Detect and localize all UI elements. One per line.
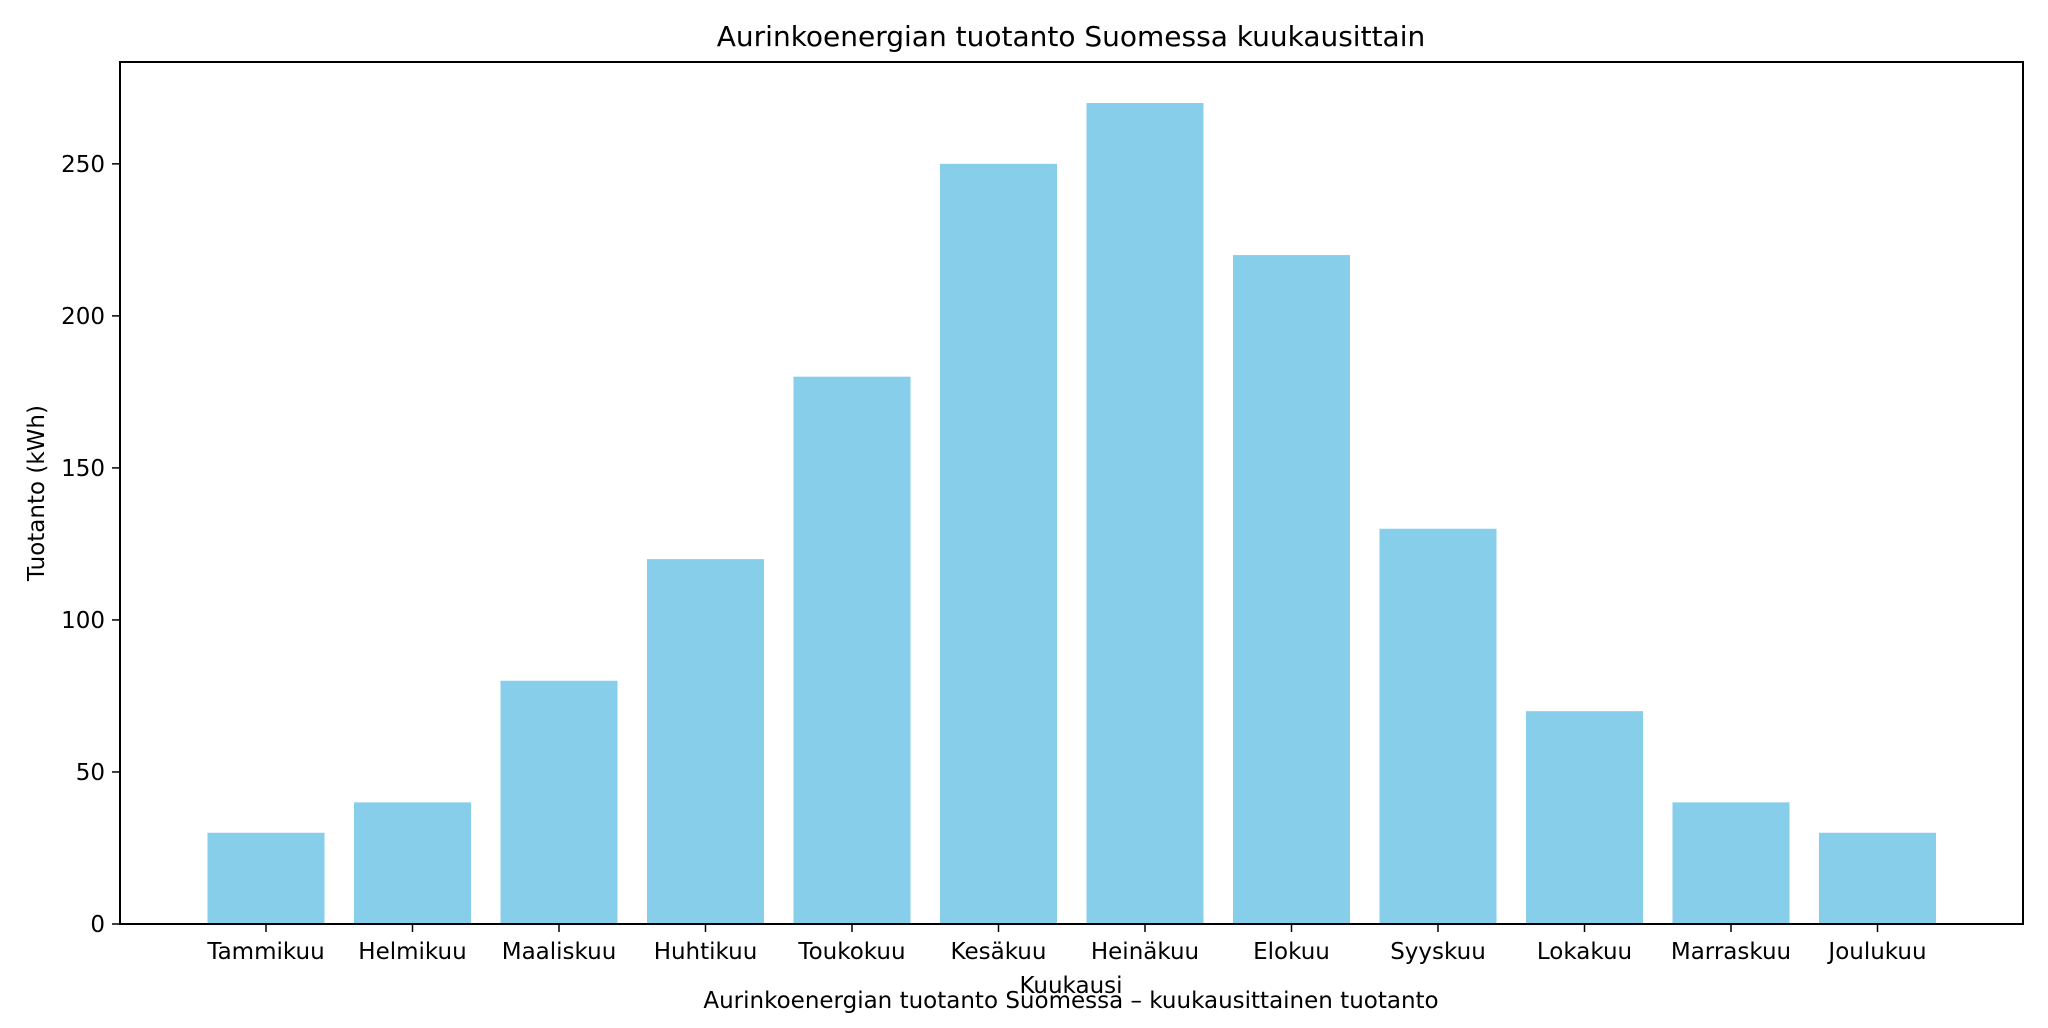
y-tick-label: 200: [61, 304, 105, 330]
x-tick-label: Toukokuu: [797, 939, 905, 965]
x-tick-label: Huhtikuu: [654, 939, 758, 965]
x-axis: Tammikuu Helmikuu Maaliskuu Huhtikuu Toukoku…: [206, 924, 1927, 965]
y-tick-label: 150: [61, 456, 105, 482]
x-tick-label: Maaliskuu: [502, 939, 617, 965]
bar-huhtikuu: [647, 559, 764, 924]
bar-toukokuu: [793, 376, 911, 924]
x-tick-label: Heinäkuu: [1091, 939, 1199, 965]
bar-helmikuu: [354, 802, 471, 924]
bar-lokakuu: [1526, 711, 1643, 924]
x-tick-label: Elokuu: [1253, 939, 1330, 965]
x-tick-label: Helmikuu: [358, 939, 466, 965]
bar-maaliskuu: [500, 680, 618, 924]
x-tick-label: Marraskuu: [1671, 939, 1791, 965]
bars-layer: [207, 103, 1936, 925]
x-tick-label: Kesäkuu: [951, 939, 1047, 965]
x-axis-label: Kuukausi: [1019, 973, 1122, 999]
bar-syyskuu: [1379, 528, 1497, 924]
y-tick-label: 0: [90, 912, 105, 938]
y-axis-label: Tuotanto (kWh): [24, 405, 50, 582]
x-tick-label: Joulukuu: [1826, 939, 1926, 965]
y-axis: 0 50 100 150 200 250: [61, 152, 120, 938]
x-tick-label: Syyskuu: [1390, 939, 1486, 965]
bar-heinäkuu: [1086, 103, 1204, 925]
bar-elokuu: [1233, 255, 1350, 925]
x-tick-label: Tammikuu: [206, 939, 324, 965]
bar-joulukuu: [1819, 832, 1936, 924]
y-tick-label: 100: [61, 608, 105, 634]
y-tick-label: 250: [61, 152, 105, 178]
chart-title: Aurinkoenergian tuotanto Suomessa kuukau…: [717, 20, 1425, 53]
bar-kesäkuu: [940, 163, 1057, 925]
bar-marraskuu: [1672, 802, 1790, 924]
plot-area-frame: [119, 61, 2024, 925]
x-tick-label: Lokakuu: [1537, 939, 1632, 965]
bar-tammikuu: [207, 832, 325, 924]
y-tick-label: 50: [76, 760, 105, 786]
chart-caption: Aurinkoenergian tuotanto Suomessa – kuuk…: [703, 988, 1439, 1014]
